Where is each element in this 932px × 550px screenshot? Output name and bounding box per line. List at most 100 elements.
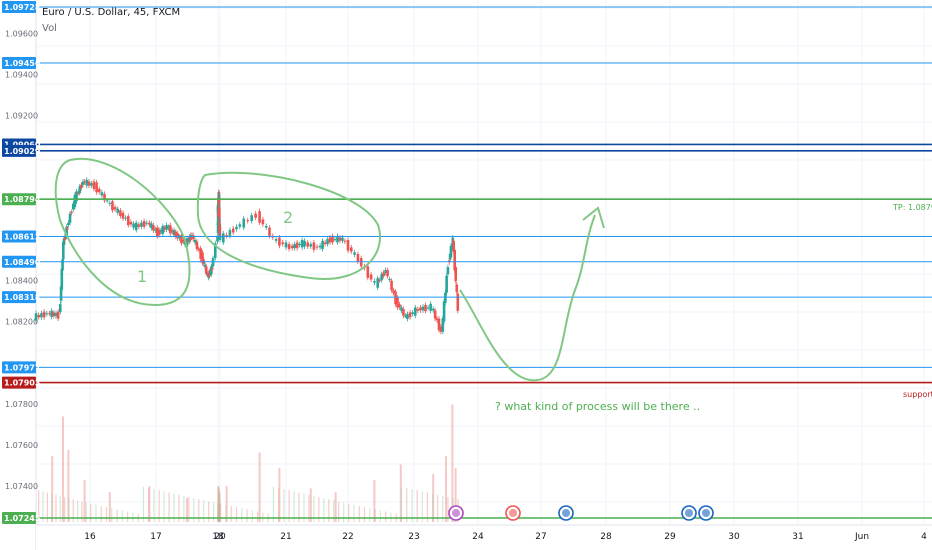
candle-body (145, 222, 149, 224)
candle-body (168, 225, 172, 234)
volume-bar (272, 486, 275, 522)
candle-body (323, 242, 327, 245)
candle-body (386, 270, 389, 277)
candle-body (238, 224, 242, 227)
candle-body (140, 222, 143, 227)
candle-body (452, 240, 455, 252)
candle-body (163, 227, 166, 230)
volume-bar (258, 452, 261, 522)
volume-bar (293, 491, 295, 522)
candle-body (419, 307, 422, 311)
candle-body (191, 235, 195, 240)
candle-body (400, 307, 403, 311)
y-tick-label: 1.09600 (5, 29, 38, 38)
candle-body (66, 228, 69, 230)
price-scale (0, 0, 36, 550)
candle-body (210, 266, 213, 275)
volume-bar (59, 495, 61, 522)
candle-body (268, 227, 271, 236)
volume-bar (318, 496, 320, 522)
candle-body (105, 200, 109, 202)
candle-body (228, 230, 232, 236)
volume-bar (100, 505, 102, 522)
volume-bar (333, 500, 335, 522)
volume-bar (257, 511, 259, 522)
candle-body (121, 212, 125, 219)
candle-body (315, 246, 319, 248)
level-price-label: 1.08318 (4, 293, 41, 302)
candle-body (250, 215, 253, 222)
volume-bar (198, 499, 200, 522)
candle-body (396, 297, 399, 308)
volume-bar (225, 504, 227, 522)
candle-body (165, 225, 168, 230)
y-tick-label: 1.07800 (5, 400, 38, 409)
candle-body (80, 184, 83, 189)
volume-bar (153, 489, 155, 522)
candle-body (197, 249, 201, 251)
candle-body (59, 304, 62, 312)
level-price-label: 1.07903 (4, 379, 40, 388)
x-tick-label: 28 (600, 532, 612, 542)
candle-body (159, 230, 163, 232)
x-tick-label: 24 (472, 532, 484, 542)
candle-body (293, 244, 296, 249)
candle-body (284, 242, 288, 248)
volume-bar (116, 509, 118, 522)
volume-bar (363, 507, 366, 522)
candle-body (444, 292, 447, 303)
candle-body (346, 239, 350, 251)
x-tick-label: 29 (664, 532, 676, 542)
volume-bar (454, 468, 457, 522)
candle-body (338, 237, 342, 241)
candle-body (343, 240, 347, 242)
event-icon (562, 509, 570, 517)
candle-body (435, 318, 439, 321)
level-price-tag (2, 291, 36, 304)
candle-body (134, 222, 138, 231)
volume-bar (399, 464, 402, 522)
candle-body (152, 225, 155, 231)
x-tick-label: 22 (342, 532, 353, 542)
event-icon (702, 509, 710, 517)
candle-body (369, 274, 373, 280)
event-icon (452, 509, 460, 517)
candle-body (295, 242, 299, 249)
candle-body (290, 245, 294, 249)
candle-body (52, 312, 56, 317)
wave-label-2: 2 (283, 208, 293, 227)
candle-body (306, 242, 309, 247)
projected-path (459, 214, 596, 382)
tp-label: TP: 1.0879 (892, 203, 932, 212)
volume-bar (72, 499, 74, 522)
volume-bar (111, 508, 113, 522)
candle-body (62, 241, 65, 260)
volume-bar (278, 487, 280, 522)
volume-bar (213, 502, 215, 522)
level-price-label: 1.08794 (4, 195, 41, 204)
candle-body (161, 225, 165, 234)
volume-bar (178, 494, 180, 522)
candle-body (116, 208, 120, 213)
candle-body (312, 242, 316, 250)
volume-bar (385, 511, 387, 522)
volume-bar (421, 491, 423, 522)
candle-body (406, 314, 409, 319)
candle-body (350, 247, 353, 252)
candle-body (100, 192, 104, 196)
y-tick-label: 1.07400 (5, 482, 38, 491)
level-price-label: 1.08613 (4, 232, 40, 241)
candle-body (34, 313, 38, 321)
level-price-label: 1.08490 (4, 258, 41, 267)
level-price-tag (2, 193, 36, 206)
level-price-tag (2, 1, 36, 13)
candle-body (378, 279, 381, 281)
candle-body (59, 286, 63, 301)
volume-bar (241, 508, 243, 522)
candle-body (376, 278, 379, 288)
candle-body (199, 248, 202, 259)
volume-bar (309, 488, 312, 522)
level-price-tag (2, 56, 36, 69)
volume-bar (55, 494, 57, 522)
